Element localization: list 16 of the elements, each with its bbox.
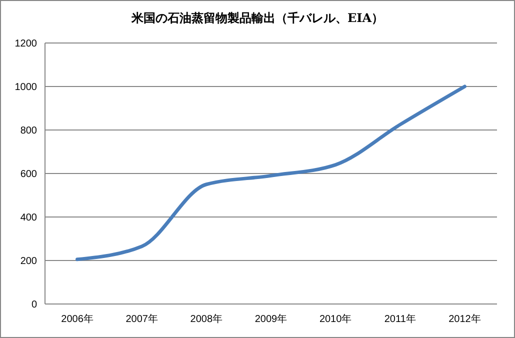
y-tick-label: 0: [31, 300, 38, 310]
y-tick-label: 1000: [14, 82, 38, 93]
x-tick-label: 2011年: [384, 313, 416, 325]
y-tick-label: 600: [20, 169, 38, 180]
x-tick-label: 2006年: [61, 313, 94, 325]
line-series: [76, 84, 466, 262]
x-tick-label: 2007年: [126, 313, 158, 325]
y-tick-label: 200: [20, 256, 38, 267]
x-tick-label: 2009年: [254, 313, 288, 325]
x-tick-label: 2010年: [319, 313, 352, 325]
y-tick-label: 1200: [14, 38, 38, 50]
y-tick-label: 400: [20, 212, 38, 224]
x-tick-label: 2012年: [448, 313, 481, 325]
y-tick-label: 800: [20, 126, 38, 136]
x-tick-label: 2008年: [190, 313, 223, 325]
chart-title: 米国の石油蒸留物製品輸出（千バレル、EIA）: [130, 11, 384, 25]
